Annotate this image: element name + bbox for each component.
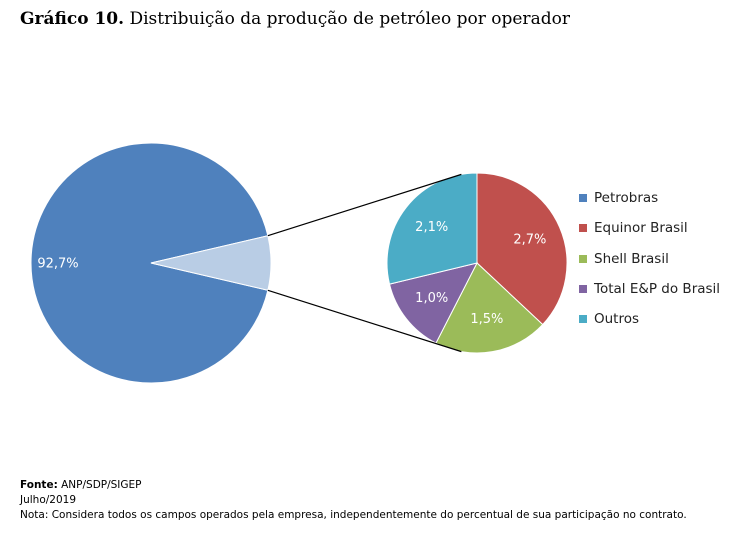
chart-title-prefix: Gráfico 10. xyxy=(20,9,125,29)
data-label-equinor-brasil: 2,7% xyxy=(513,233,546,248)
source-line: Fonte: ANP/SDP/SIGEP xyxy=(20,478,687,493)
data-label-shell-brasil: 1,5% xyxy=(470,312,503,327)
legend-swatch-total xyxy=(579,285,587,294)
breakout-slice-equinor-brasil xyxy=(476,172,568,326)
legend-item-outros: Outros xyxy=(579,304,720,334)
chart-title: Gráfico 10. Distribuição da produção de … xyxy=(20,9,570,29)
legend-swatch-petrobras xyxy=(579,194,587,203)
legend-swatch-outros xyxy=(579,315,587,324)
legend-item-total: Total E&P do Brasil xyxy=(579,274,720,304)
legend-item-petrobras: Petrobras xyxy=(579,183,720,213)
chart-footer: Fonte: ANP/SDP/SIGEP Julho/2019 Nota: Co… xyxy=(20,478,687,523)
legend-label-total: Total E&P do Brasil xyxy=(594,281,721,298)
legend-item-shell: Shell Brasil xyxy=(579,244,720,274)
chart-title-text: Distribuição da produção de petróleo por… xyxy=(129,9,570,29)
legend-label-shell: Shell Brasil xyxy=(594,250,669,267)
connector-line-bottom xyxy=(267,289,462,353)
pie-slice-demais xyxy=(150,235,272,291)
pie-slice-petrobras xyxy=(30,142,269,384)
source-label: Fonte: xyxy=(20,479,58,491)
chart-legend: Petrobras Equinor Brasil Shell Brasil To… xyxy=(579,183,720,334)
date-line: Julho/2019 xyxy=(20,494,77,506)
legend-label-equinor: Equinor Brasil xyxy=(594,220,688,237)
data-label-outros: 2,1% xyxy=(415,220,448,235)
connector-line-top xyxy=(267,173,462,237)
source-text: ANP/SDP/SIGEP xyxy=(57,479,142,491)
legend-label-petrobras: Petrobras xyxy=(594,190,659,207)
note-line: Nota: Considera todos os campos operados… xyxy=(20,509,687,521)
legend-item-equinor: Equinor Brasil xyxy=(579,213,720,243)
data-label-petrobras: 92,7% xyxy=(37,257,78,272)
data-label-total-e-p-do-brasil: 1,0% xyxy=(415,291,448,306)
legend-swatch-equinor xyxy=(579,224,587,233)
legend-swatch-shell xyxy=(579,254,587,263)
legend-label-outros: Outros xyxy=(594,311,640,328)
breakout-slice-total-e-p-do-brasil xyxy=(388,262,478,344)
